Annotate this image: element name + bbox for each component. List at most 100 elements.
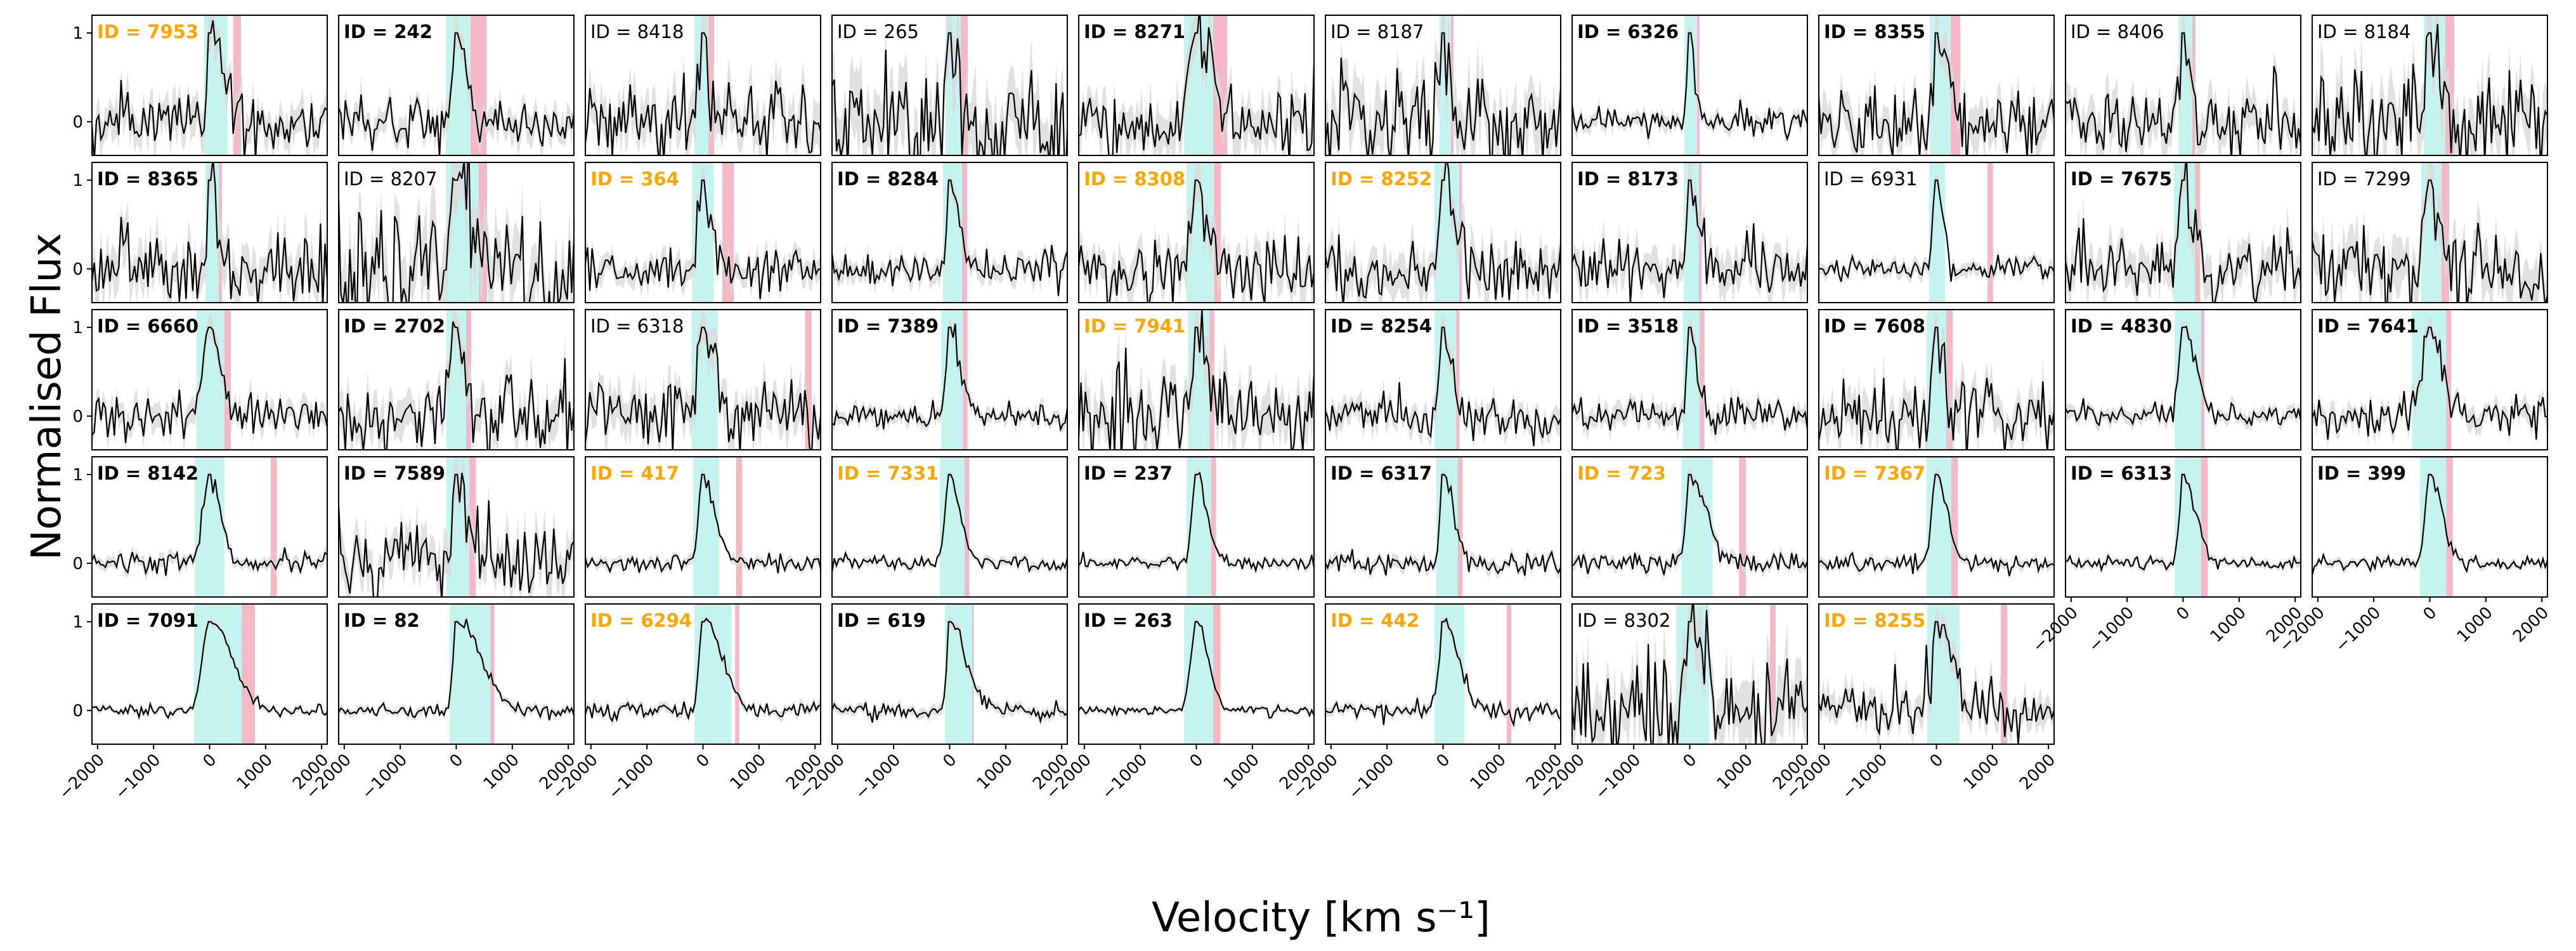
spectrum-line xyxy=(1819,179,2054,282)
spectrum-line xyxy=(585,473,821,574)
panel-frame xyxy=(1571,15,1808,156)
panel-id-label: ID = 8184 xyxy=(2317,21,2410,43)
error-band xyxy=(2065,162,2301,303)
error-band xyxy=(1819,15,2054,155)
panel: ID = 364 xyxy=(585,162,821,303)
panel: ID = 82−2000 −1000 0 1000 2000 xyxy=(302,603,579,803)
spectrum-line xyxy=(1819,326,2054,450)
panel: ID = 8254 xyxy=(1325,309,1561,450)
x-tick-label: 1000 xyxy=(233,751,276,794)
error-band xyxy=(832,15,1067,155)
red-velocity-region xyxy=(1696,15,1700,155)
spectrum-line xyxy=(1819,473,2054,577)
panel-frame xyxy=(1818,15,2055,156)
panel: ID = 8308 xyxy=(1078,162,1315,303)
spectrum-line xyxy=(92,473,327,576)
red-velocity-region xyxy=(805,310,812,450)
red-velocity-region xyxy=(1506,604,1512,744)
spectrum-line xyxy=(1325,326,1561,447)
red-velocity-region xyxy=(270,457,277,597)
panel-frame xyxy=(585,15,821,156)
panel-frame xyxy=(1818,456,2055,598)
panel-frame xyxy=(585,456,821,598)
red-velocity-region xyxy=(736,457,743,597)
spectrum-line xyxy=(339,473,574,597)
panel-frame xyxy=(1325,15,1561,156)
error-band xyxy=(92,618,327,721)
panel: ID = 242 xyxy=(338,15,575,156)
panel-frame xyxy=(338,456,575,598)
x-tick-label: 0 xyxy=(1187,751,1207,771)
panel: ID = 7367 xyxy=(1818,456,2055,598)
x-tick-label: −2000 xyxy=(2029,603,2081,656)
panel-frame xyxy=(1571,456,1808,598)
spectrum-line xyxy=(92,20,327,155)
panel: ID = 8187 xyxy=(1325,15,1561,156)
panel-frame xyxy=(2065,162,2301,303)
y-tick-label: 0 xyxy=(72,113,83,132)
red-velocity-region xyxy=(960,15,968,155)
y-tick-label: 1 xyxy=(72,171,83,190)
panel: ID = 7641 xyxy=(2312,309,2548,450)
panel-id-label: ID = 8418 xyxy=(590,21,684,43)
cyan-velocity-region xyxy=(449,604,491,744)
x-tick-label: 1000 xyxy=(480,751,523,794)
error-band xyxy=(2312,162,2547,303)
panel-id-label: ID = 7675 xyxy=(2071,168,2172,190)
panel-id-label: ID = 723 xyxy=(1577,462,1666,484)
spectrum-line xyxy=(1079,15,1314,155)
spectrum-line xyxy=(2065,473,2301,573)
spectrum-line xyxy=(1325,162,1561,303)
spectrum-line xyxy=(1572,473,1807,575)
error-band xyxy=(1325,162,1561,303)
error-band xyxy=(585,166,821,303)
panel: ID = 7675 xyxy=(2065,162,2301,303)
x-tick-label: 0 xyxy=(1680,751,1701,771)
panel-id-label: ID = 7953 xyxy=(97,21,198,43)
error-band xyxy=(1325,313,1561,450)
spectrum-line xyxy=(1325,617,1561,728)
x-tick-label: 0 xyxy=(446,751,467,771)
panel: ID = 619−2000 −1000 0 1000 2000 xyxy=(795,603,1072,803)
x-tick-label: 1000 xyxy=(727,751,770,794)
red-velocity-region xyxy=(735,604,739,744)
red-velocity-region xyxy=(490,604,495,744)
panel-id-label: ID = 399 xyxy=(2317,462,2406,484)
panel-frame xyxy=(91,162,328,303)
panel-id-label: ID = 3518 xyxy=(1577,315,1679,337)
panel-id-label: ID = 7389 xyxy=(837,315,939,337)
panel: ID = 8302−2000 −1000 0 1000 2000 xyxy=(1535,603,1812,803)
error-band xyxy=(339,162,574,303)
panel-frame xyxy=(831,162,1068,303)
x-tick-label: −1000 xyxy=(1345,751,1398,803)
error-band xyxy=(1079,619,1314,720)
spectrum-line xyxy=(339,162,574,303)
error-band xyxy=(832,615,1067,728)
panel-id-label: ID = 82 xyxy=(344,610,420,631)
panel-frame xyxy=(1078,309,1315,450)
panel-id-label: ID = 8284 xyxy=(837,168,939,190)
panel-id-label: ID = 6931 xyxy=(1824,168,1917,190)
spectrum-line xyxy=(2312,23,2547,155)
panel-id-label: ID = 6317 xyxy=(1330,462,1432,484)
red-velocity-region xyxy=(1211,457,1216,597)
panel-id-label: ID = 6660 xyxy=(97,315,198,337)
panel-id-label: ID = 8255 xyxy=(1824,610,1925,631)
panel: ID = 8406 xyxy=(2065,15,2301,156)
panel-id-label: ID = 8254 xyxy=(1330,315,1432,337)
panel: ID = 7608 xyxy=(1818,309,2055,450)
panel-id-label: ID = 8187 xyxy=(1330,21,1424,43)
panel-frame xyxy=(1325,162,1561,303)
red-velocity-region xyxy=(1987,162,1993,303)
spectrum-line xyxy=(339,321,574,450)
panel-id-label: ID = 7331 xyxy=(837,462,939,484)
y-tick-label: 0 xyxy=(72,702,83,721)
error-band xyxy=(92,15,327,155)
x-axis-label: Velocity [km s⁻¹] xyxy=(1152,895,1490,941)
panel: ID = 8255−2000 −1000 0 1000 2000 xyxy=(1782,603,2059,803)
panel: ID = 7299 xyxy=(2312,162,2548,303)
x-tick-label: −1000 xyxy=(1098,751,1151,803)
panel-frame xyxy=(91,15,328,156)
panel-id-label: ID = 8406 xyxy=(2071,21,2164,43)
spectrum-line xyxy=(1819,620,2054,744)
